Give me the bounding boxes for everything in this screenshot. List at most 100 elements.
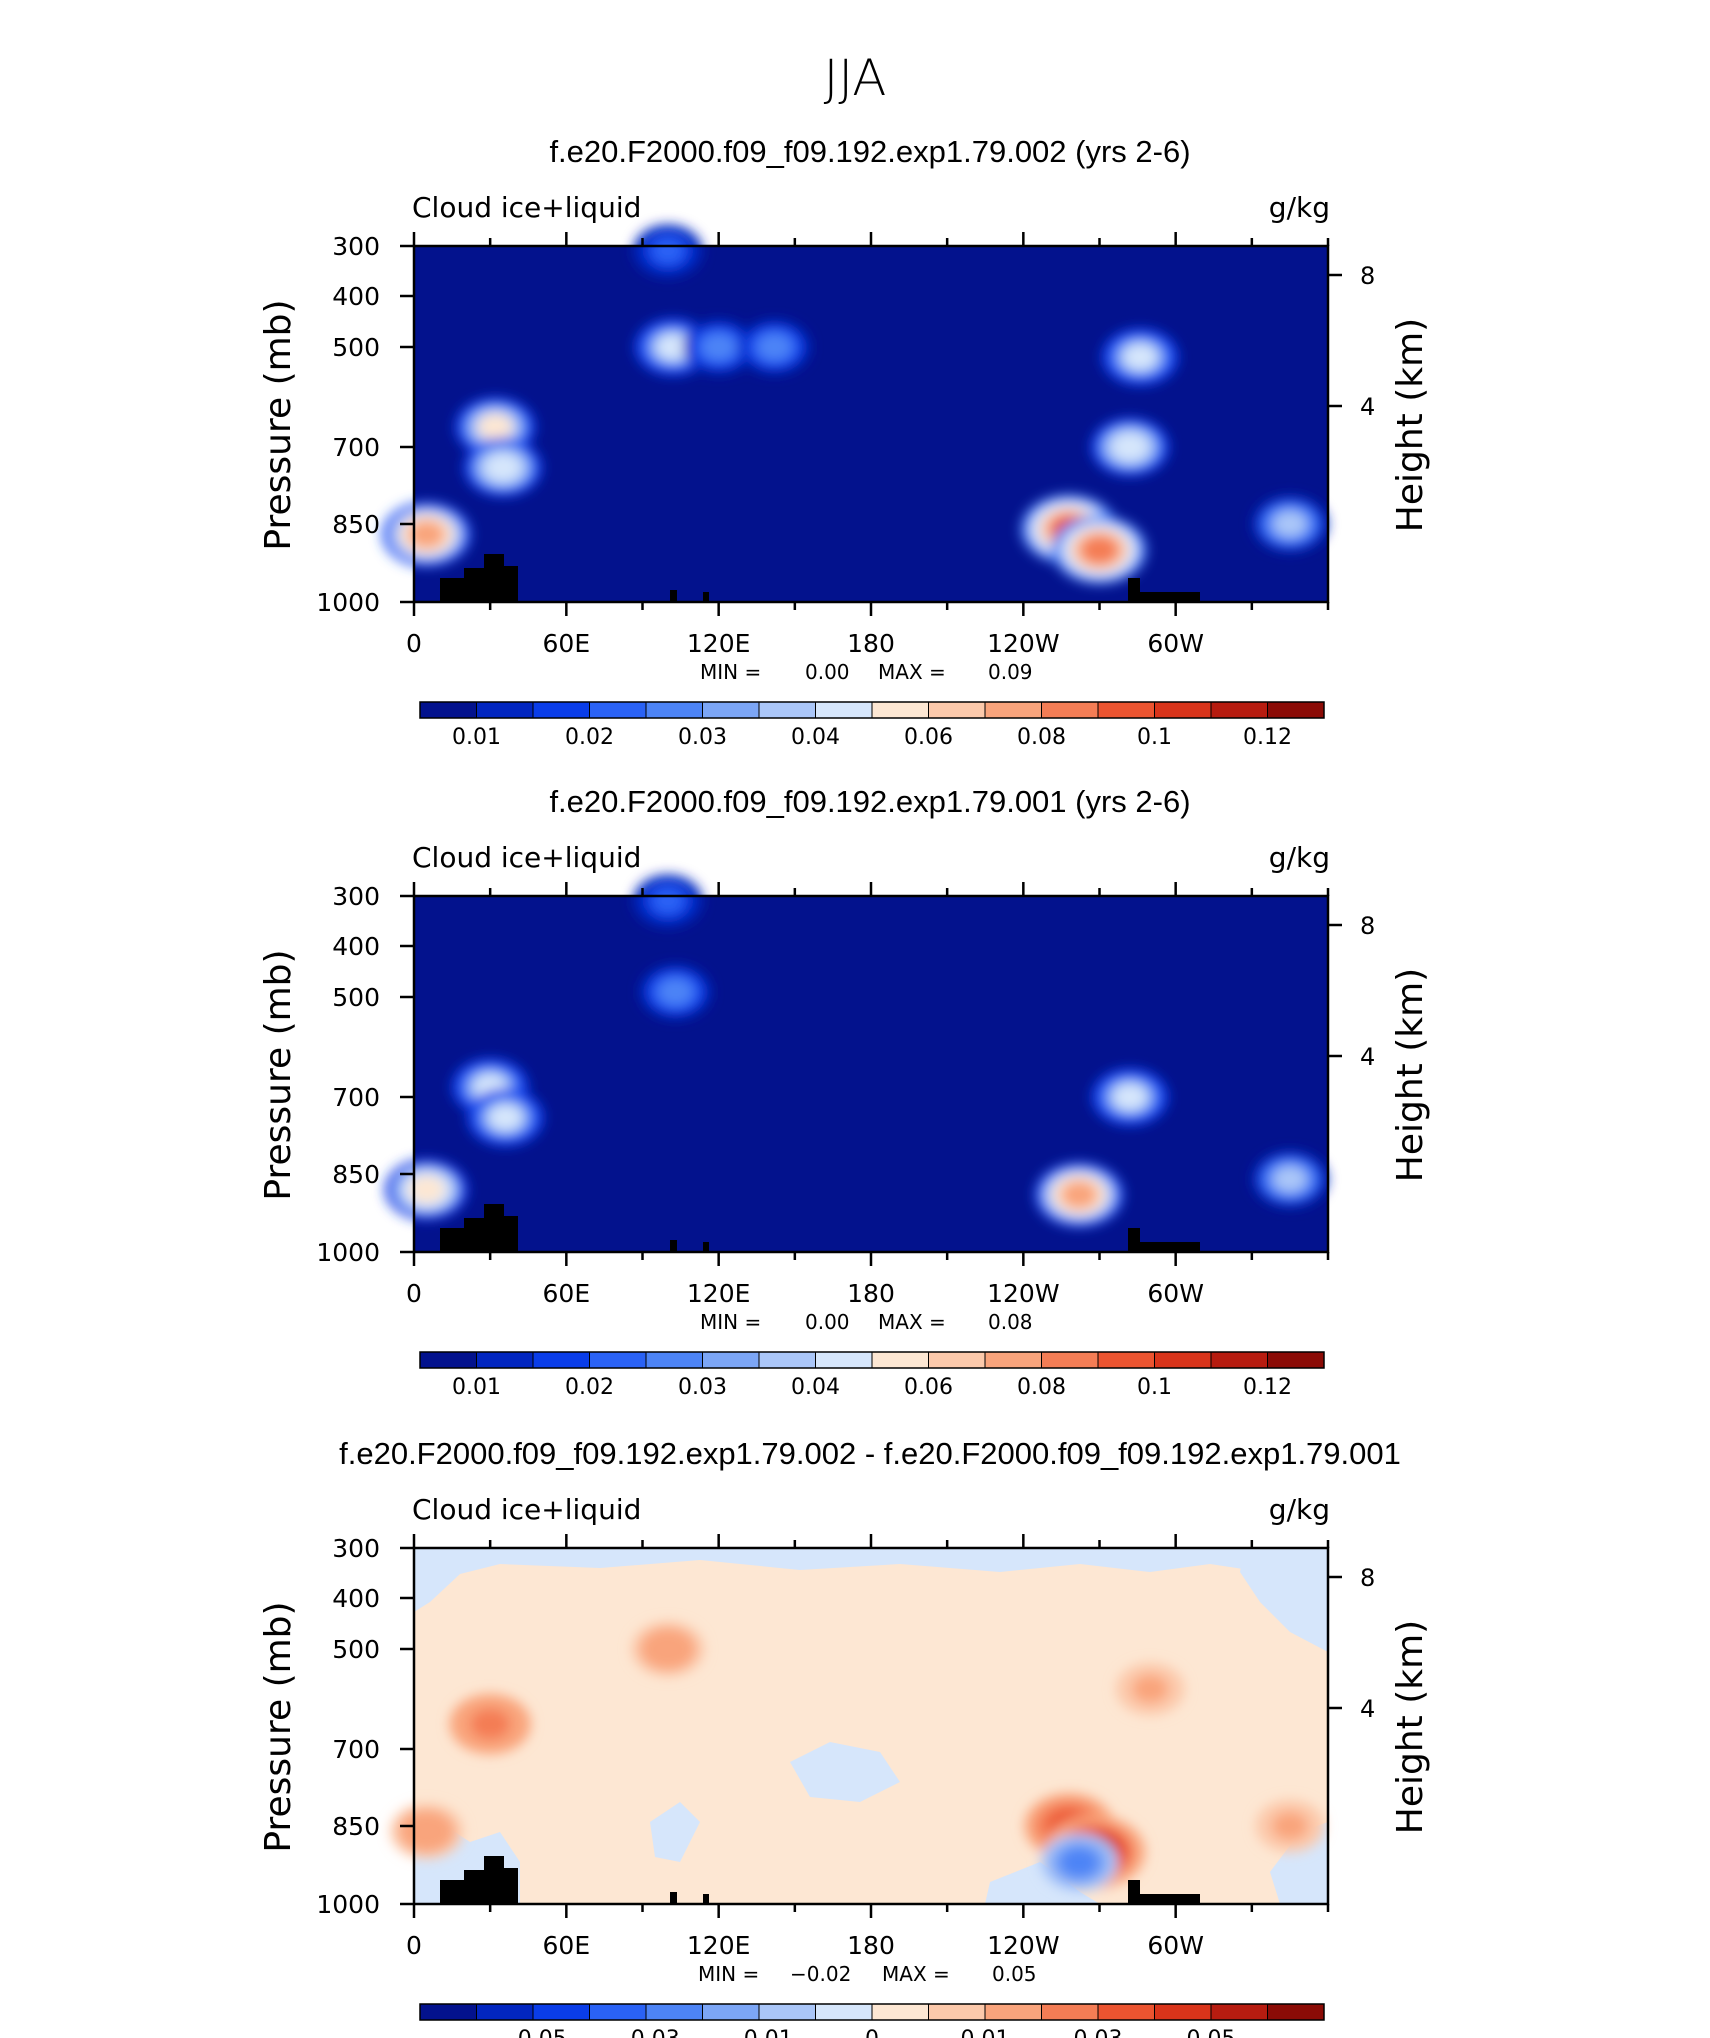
colorbar-swatch: [815, 701, 873, 719]
contour-level: [1132, 1674, 1169, 1704]
colorbar-swatch: [1267, 1351, 1325, 1369]
colorbar-label: 0.02: [565, 725, 614, 750]
right-tick-label: 4: [1360, 393, 1375, 421]
colorbar-label: 0.04: [791, 725, 840, 750]
contour-level: [649, 1634, 687, 1664]
y-tick-label: 700: [332, 433, 380, 462]
neg-region-low: [650, 1802, 700, 1862]
colorbar-swatch: [419, 1351, 477, 1369]
y-axis-right: 8 4 Height (km): [1328, 262, 1431, 532]
contour-level: [655, 333, 691, 361]
panel-title: f.e20.F2000.f09_f09.192.exp1.79.001 (yrs…: [549, 784, 1190, 819]
y-tick-label: 300: [332, 232, 380, 261]
plot-area: [390, 1546, 1330, 1906]
colorbar-swatch: [871, 2003, 929, 2021]
colorbar-swatch: [645, 2003, 703, 2021]
colorbar-swatch: [928, 2003, 986, 2021]
y-tick-label: 400: [332, 282, 380, 311]
colorbar-swatch: [1210, 1351, 1268, 1369]
contour-level: [1059, 1847, 1099, 1878]
right-tick-label: 4: [1360, 1043, 1375, 1071]
plot-background: [414, 896, 1328, 1252]
colorbar-swatch: [419, 2003, 477, 2021]
min-value: −0.02: [790, 1962, 851, 1986]
colorbar-label: 0.1: [1137, 725, 1172, 750]
y-axis-right: 8 4 Height (km): [1328, 912, 1431, 1182]
plot-area: [385, 874, 1330, 1254]
max-value: 0.08: [988, 1310, 1033, 1334]
colorbar-label: 0: [865, 2027, 879, 2038]
colorbar-swatch: [1041, 1351, 1099, 1369]
neg-region-east-upper: [1240, 1548, 1328, 1652]
x-tick-label: 60W: [1147, 629, 1204, 658]
max-label: MAX =: [882, 1962, 950, 1986]
colorbar-swatch: [476, 701, 534, 719]
colorbar-label: 0.03: [1074, 2027, 1123, 2038]
colorbar-swatch: [1097, 701, 1155, 719]
colorbar-label: 0.03: [678, 725, 727, 750]
units-label: g/kg: [1269, 191, 1330, 224]
colorbar-swatch: [871, 1351, 929, 1369]
colorbar-frame: [419, 1351, 1325, 1369]
colorbar-label: 0.06: [904, 725, 953, 750]
colorbar-label: 0.04: [791, 1375, 840, 1400]
y-axis-left: 300 400 500 700 850 1000 Pressure (mb): [258, 882, 414, 1267]
y-tick-label: 300: [332, 882, 380, 911]
colorbar-swatch: [758, 1351, 816, 1369]
topo-block: [464, 1218, 484, 1252]
contour-level: [1060, 1180, 1098, 1209]
contour-level: [488, 1104, 523, 1131]
contour-level: [408, 1175, 445, 1204]
contour-level: [1271, 1811, 1309, 1841]
colorbar-swatch: [1210, 701, 1268, 719]
min-value: 0.00: [805, 1310, 850, 1334]
topo-block: [1140, 1894, 1200, 1904]
contour-level: [1122, 343, 1158, 371]
colorbar-label: 0.01: [452, 1375, 501, 1400]
colorbar-label: 0.08: [1017, 725, 1066, 750]
colorbar-swatch: [702, 701, 760, 719]
contour-level: [1273, 510, 1307, 538]
topo-block: [1128, 1228, 1140, 1252]
colorbar-label: 0.06: [904, 1375, 953, 1400]
right-tick-label: 8: [1360, 912, 1375, 940]
colorbar-swatch: [984, 701, 1042, 719]
y-tick-label: 300: [332, 1534, 380, 1563]
y-tick-label: 850: [332, 1160, 380, 1189]
x-tick-label: 0: [406, 1931, 422, 1960]
topo-block: [1128, 578, 1140, 602]
colorbar-swatch: [871, 701, 929, 719]
topo-block: [1140, 592, 1200, 602]
x-tick-label: 0: [406, 1279, 422, 1308]
colorbar-label: 0.05: [1187, 2027, 1236, 2038]
colorbar-swatch: [702, 2003, 760, 2021]
right-tick-label: 8: [1360, 262, 1375, 290]
x-tick-label: 60E: [543, 1931, 591, 1960]
colorbar-swatch: [1154, 1351, 1212, 1369]
neg-region-surface-central: [985, 1862, 1100, 1904]
contour-level: [651, 238, 685, 264]
colorbar-swatch: [815, 1351, 873, 1369]
y-tick-label: 700: [332, 1083, 380, 1112]
colorbar-label: 0.12: [1243, 1375, 1292, 1400]
colorbar-label: 0.03: [678, 1375, 727, 1400]
colorbar: 0.01 0.02 0.03 0.04 0.06 0.08 0.1 0.12: [419, 701, 1325, 750]
max-label: MAX =: [878, 660, 946, 684]
colorbar-label: −0.01: [725, 2027, 792, 2038]
colorbar-swatch: [532, 701, 590, 719]
colorbar-swatch: [532, 2003, 590, 2021]
y-tick-label: 400: [332, 932, 380, 961]
panel-title: f.e20.F2000.f09_f09.192.exp1.79.002 - f.…: [339, 1436, 1401, 1471]
colorbar-swatch: [928, 1351, 986, 1369]
contour-level: [469, 1708, 511, 1740]
topo-block: [484, 554, 504, 602]
right-tick-label: 8: [1360, 1564, 1375, 1592]
neg-region-mid: [790, 1742, 900, 1802]
colorbar: 0.01 0.02 0.03 0.04 0.06 0.08 0.1 0.12: [419, 1351, 1325, 1400]
colorbar-swatch: [532, 1351, 590, 1369]
x-tick-label: 120E: [687, 1279, 751, 1308]
topo-block: [1128, 1880, 1140, 1904]
colorbar-label: −0.05: [499, 2027, 566, 2038]
x-axis: 0 60E 120E 180 120W 60W: [406, 1534, 1330, 1960]
